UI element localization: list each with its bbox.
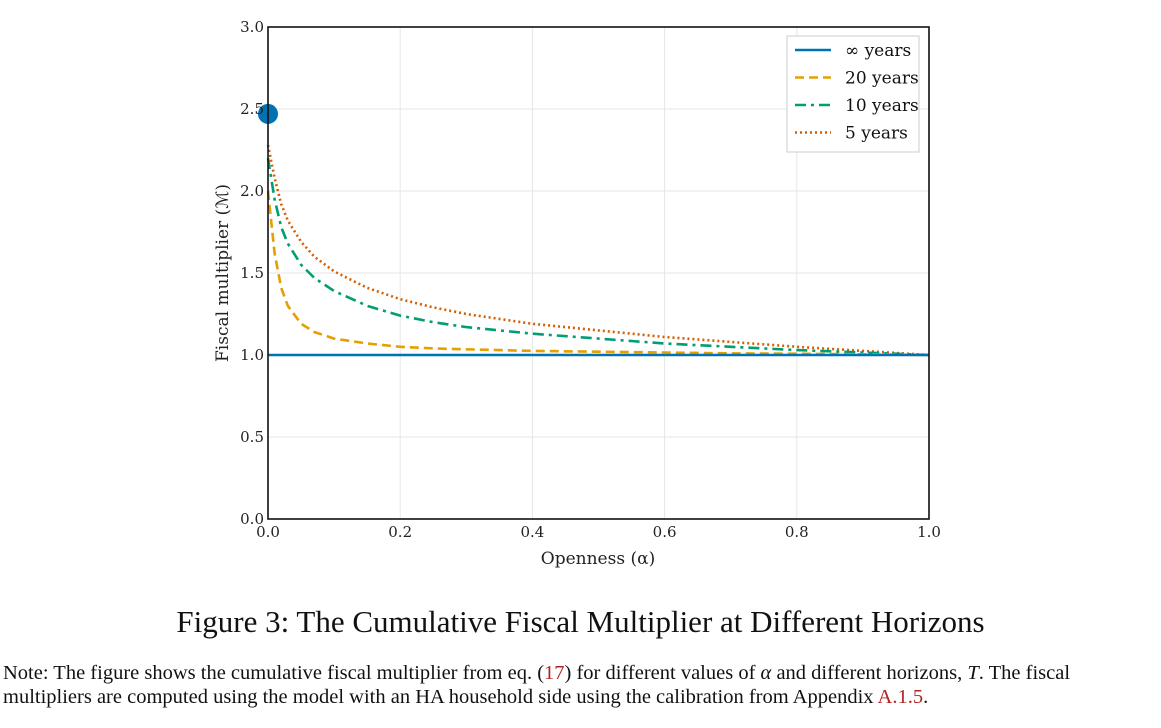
y-tick-label: 3.0	[240, 18, 264, 36]
series-line-20-years	[266, 190, 930, 357]
y-tick-label: 2.0	[240, 182, 264, 200]
legend-box	[786, 35, 920, 153]
note-text-1: Note: The figure shows the cumulative fi…	[3, 662, 545, 684]
y-tick-label: 0.0	[240, 510, 264, 528]
x-tick-label: 0.6	[653, 523, 677, 541]
x-tick-label: 1.0	[917, 523, 941, 541]
x-axis-label: Openness (α)	[541, 549, 655, 569]
x-tick-labels: 0.0 0.2 0.4 0.6 0.8 1.0	[256, 523, 941, 541]
legend: ∞ years 20 years 10 years 5 years	[786, 35, 920, 153]
note-text-5: .	[923, 686, 929, 708]
figure-note: Note: The figure shows the cumulative fi…	[3, 661, 1153, 709]
note-t-symbol: T	[967, 662, 979, 684]
x-tick-label: 0.8	[785, 523, 809, 541]
note-text-2: ) for different values of	[564, 662, 761, 684]
plot-frame	[267, 26, 930, 520]
fiscal-multiplier-chart: 0.0 0.2 0.4 0.6 0.8 1.0 0.0 0.5 1.0 1.5 2.0 2.5 3.0…	[213, 18, 941, 569]
figure-title: Figure 3: The Cumulative Fiscal Multipli…	[176, 604, 985, 639]
y-tick-label: 2.5	[240, 100, 264, 118]
note-text-3: and different horizons,	[771, 662, 968, 684]
x-tick-label: 0.2	[388, 523, 412, 541]
appendix-link[interactable]: A.1.5	[877, 686, 924, 708]
legend-label: 20 years	[845, 69, 919, 89]
series-group	[258, 103, 930, 357]
note-alpha-symbol: α	[760, 662, 772, 684]
y-tick-labels: 0.0 0.5 1.0 1.5 2.0 2.5 3.0	[240, 18, 264, 528]
y-tick-label: 1.5	[240, 264, 264, 282]
legend-label: ∞ years	[845, 41, 911, 61]
y-tick-label: 0.5	[240, 428, 264, 446]
series-line-5-years	[266, 144, 930, 357]
x-tick-label: 0.0	[256, 523, 280, 541]
note-text-4: . The fiscal multipliers are computed us…	[3, 662, 1071, 708]
series-line-10-years	[266, 157, 930, 357]
legend-label: 10 years	[845, 96, 919, 116]
equation-link[interactable]: 17	[544, 662, 565, 684]
legend-label: 5 years	[845, 124, 908, 144]
y-axis-label: Fiscal multiplier (ℳ)	[213, 184, 233, 362]
x-tick-label: 0.4	[520, 523, 544, 541]
y-tick-label: 1.0	[240, 346, 264, 364]
